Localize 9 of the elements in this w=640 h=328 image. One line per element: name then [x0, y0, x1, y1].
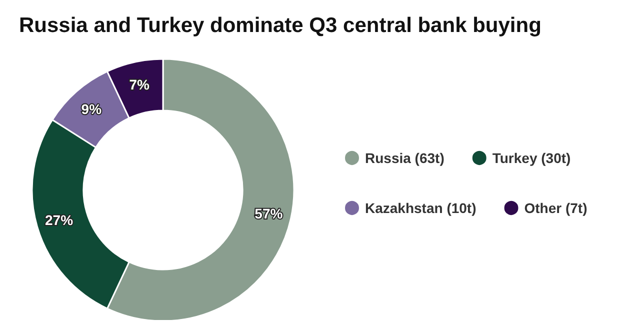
- data-label: 27%: [45, 212, 74, 228]
- chart-title: Russia and Turkey dominate Q3 central bank buying: [19, 14, 542, 37]
- legend-label: Other (7t): [524, 200, 588, 216]
- data-label: 9%: [81, 100, 102, 117]
- legend-label: Kazakhstan (10t): [365, 200, 476, 216]
- legend-label: Turkey (30t): [492, 150, 571, 166]
- data-label: 7%: [129, 76, 150, 92]
- legend-label: Russia (63t): [365, 150, 444, 166]
- data-label: 57%: [254, 206, 284, 222]
